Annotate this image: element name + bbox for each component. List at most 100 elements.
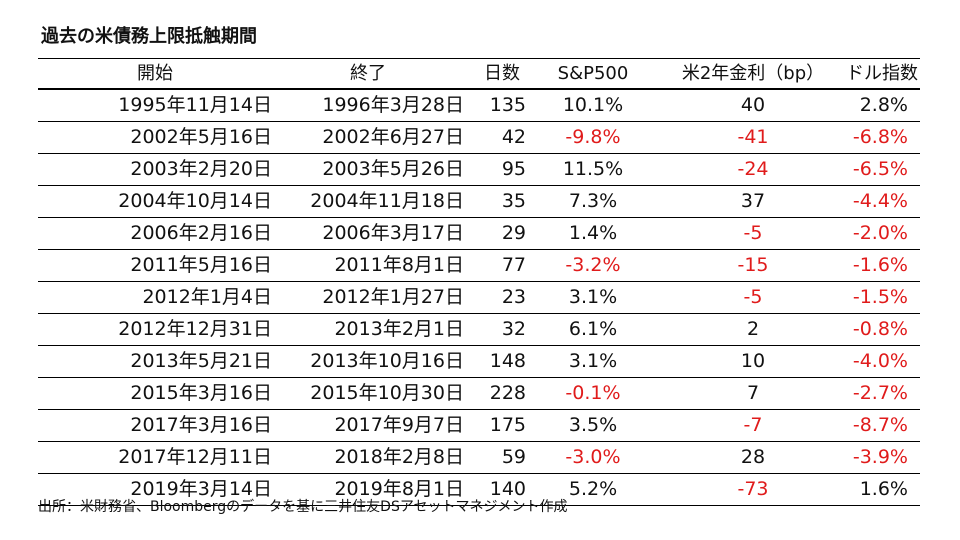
cell-start: 2006年2月16日 [130, 222, 272, 244]
cell-dollar-index: -4.4% [852, 190, 908, 212]
table-row: 2013年5月21日 2013年10月16日 148 3.1% 10 -4.0% [38, 346, 920, 378]
table-row: 2012年12月31日 2013年2月1日 32 6.1% 2 -0.8% [38, 314, 920, 346]
header-start: 開始 [137, 63, 173, 84]
cell-end: 2017年9月7日 [334, 414, 464, 436]
table-row: 2011年5月16日 2011年8月1日 77 -3.2% -15 -1.6% [38, 250, 920, 282]
cell-start: 2003年2月20日 [130, 158, 272, 180]
table-row: 2004年10月14日 2004年11月18日 35 7.3% 37 -4.4% [38, 186, 920, 218]
header-days: 日数 [484, 63, 520, 84]
cell-start: 2012年12月31日 [118, 318, 272, 340]
cell-start: 2012年1月4日 [142, 286, 272, 308]
cell-2y-rate: -73 [737, 478, 769, 500]
cell-2y-rate: -5 [743, 286, 763, 308]
cell-dollar-index: -1.6% [852, 254, 908, 276]
cell-dollar-index: -2.0% [852, 222, 908, 244]
cell-start: 2011年5月16日 [130, 254, 272, 276]
cell-2y-rate: 37 [740, 190, 766, 212]
cell-dollar-index: -3.9% [852, 446, 908, 468]
table-row: 2006年2月16日 2006年3月17日 29 1.4% -5 -2.0% [38, 218, 920, 250]
cell-sp500: 11.5% [562, 158, 624, 180]
cell-days: 77 [501, 254, 526, 276]
cell-sp500: 6.1% [568, 318, 618, 340]
cell-dollar-index: -1.5% [852, 286, 908, 308]
cell-2y-rate: 28 [740, 446, 766, 468]
cell-dollar-index: 2.8% [859, 94, 908, 116]
cell-start: 1995年11月14日 [118, 94, 272, 116]
cell-start: 2017年3月16日 [130, 414, 272, 436]
cell-2y-rate: 10 [740, 350, 766, 372]
cell-sp500: -3.2% [565, 254, 621, 276]
cell-end: 2013年2月1日 [334, 318, 464, 340]
cell-dollar-index: -0.8% [852, 318, 908, 340]
cell-days: 175 [489, 414, 526, 436]
cell-days: 35 [501, 190, 526, 212]
cell-sp500: 10.1% [562, 94, 624, 116]
cell-sp500: 3.5% [568, 414, 618, 436]
cell-end: 2004年11月18日 [310, 190, 464, 212]
debt-ceiling-table: 開始 終了 日数 S&P500 米2年金利（bp） ドル指数 1995年11月1… [38, 58, 920, 506]
cell-days: 95 [501, 158, 526, 180]
cell-end: 2011年8月1日 [334, 254, 464, 276]
cell-sp500: 3.1% [568, 286, 618, 308]
table-row: 2015年3月16日 2015年10月30日 228 -0.1% 7 -2.7% [38, 378, 920, 410]
cell-start: 2002年5月16日 [130, 126, 272, 148]
cell-days: 42 [501, 126, 526, 148]
cell-days: 23 [501, 286, 526, 308]
table-header-row: 開始 終了 日数 S&P500 米2年金利（bp） ドル指数 [38, 59, 920, 90]
cell-end: 2012年1月27日 [322, 286, 464, 308]
cell-days: 59 [501, 446, 526, 468]
cell-dollar-index: -6.5% [852, 158, 908, 180]
cell-start: 2004年10月14日 [118, 190, 272, 212]
cell-start: 2015年3月16日 [130, 382, 272, 404]
table-row: 2017年3月16日 2017年9月7日 175 3.5% -7 -8.7% [38, 410, 920, 442]
cell-sp500: 5.2% [568, 478, 618, 500]
table-row: 2017年12月11日 2018年2月8日 59 -3.0% 28 -3.9% [38, 442, 920, 474]
cell-sp500: -0.1% [565, 382, 621, 404]
header-end: 終了 [350, 63, 386, 84]
table-row: 2003年2月20日 2003年5月26日 95 11.5% -24 -6.5% [38, 154, 920, 186]
cell-dollar-index: -6.8% [852, 126, 908, 148]
cell-sp500: -3.0% [565, 446, 621, 468]
cell-2y-rate: -7 [743, 414, 763, 436]
cell-end: 2018年2月8日 [334, 446, 464, 468]
cell-start: 2019年3月14日 [130, 478, 272, 500]
cell-2y-rate: 2 [746, 318, 760, 340]
cell-days: 140 [489, 478, 526, 500]
cell-days: 29 [501, 222, 526, 244]
cell-2y-rate: 7 [746, 382, 760, 404]
cell-2y-rate: -5 [743, 222, 763, 244]
cell-2y-rate: -24 [737, 158, 769, 180]
cell-end: 2013年10月16日 [310, 350, 464, 372]
table-body: 1995年11月14日 1996年3月28日 135 10.1% 40 2.8% 2002年… [38, 90, 920, 506]
cell-days: 228 [489, 382, 526, 404]
cell-2y-rate: -15 [737, 254, 769, 276]
cell-end: 2002年6月27日 [322, 126, 464, 148]
cell-end: 2006年3月17日 [322, 222, 464, 244]
cell-end: 2019年8月1日 [334, 478, 464, 500]
header-dollar-index: ドル指数 [846, 63, 918, 84]
cell-start: 2017年12月11日 [118, 446, 272, 468]
cell-sp500: -9.8% [565, 126, 621, 148]
cell-dollar-index: -8.7% [852, 414, 908, 436]
cell-dollar-index: -4.0% [852, 350, 908, 372]
cell-start: 2013年5月21日 [130, 350, 272, 372]
cell-days: 32 [501, 318, 526, 340]
cell-end: 1996年3月28日 [322, 94, 464, 116]
source-note: 出所：米財務省、Bloombergのデータを基に三井住友DSアセットマネジメント… [38, 499, 568, 515]
cell-2y-rate: 40 [740, 94, 766, 116]
cell-dollar-index: 1.6% [859, 478, 908, 500]
cell-sp500: 1.4% [568, 222, 618, 244]
table-row: 2002年5月16日 2002年6月27日 42 -9.8% -41 -6.8% [38, 122, 920, 154]
table-row: 1995年11月14日 1996年3月28日 135 10.1% 40 2.8% [38, 90, 920, 122]
cell-end: 2003年5月26日 [322, 158, 464, 180]
cell-sp500: 3.1% [568, 350, 618, 372]
cell-days: 135 [489, 94, 526, 116]
cell-end: 2015年10月30日 [310, 382, 464, 404]
header-2y-rate: 米2年金利（bp） [681, 63, 825, 84]
cell-2y-rate: -41 [737, 126, 769, 148]
table-row: 2012年1月4日 2012年1月27日 23 3.1% -5 -1.5% [38, 282, 920, 314]
cell-days: 148 [489, 350, 526, 372]
header-sp500: S&P500 [557, 63, 629, 84]
cell-dollar-index: -2.7% [852, 382, 908, 404]
table-row: 2019年3月14日 2019年8月1日 140 5.2% -73 1.6% [38, 474, 920, 506]
